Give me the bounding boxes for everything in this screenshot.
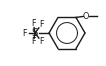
Text: F: F	[31, 37, 36, 47]
Text: F: F	[39, 37, 44, 46]
Text: O: O	[83, 12, 89, 21]
Text: F: F	[22, 29, 27, 37]
Text: F: F	[39, 20, 44, 29]
Text: S: S	[32, 28, 38, 38]
Text: F: F	[31, 19, 36, 29]
